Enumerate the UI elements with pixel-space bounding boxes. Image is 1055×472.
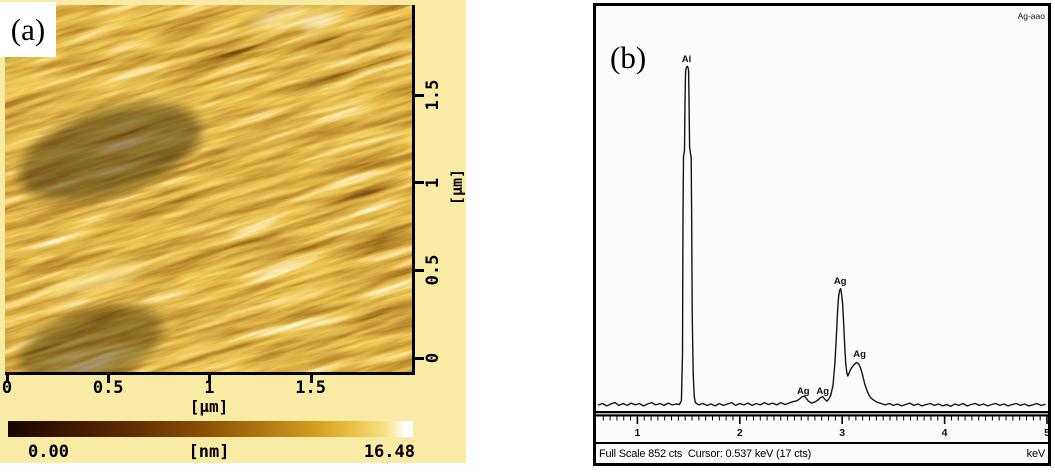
y-axis-unit: [μm] [448, 168, 466, 206]
eds-x-tick-label: 2 [737, 427, 743, 439]
y-tick-label: 0 [423, 352, 443, 364]
y-tick [415, 93, 424, 97]
colorbar-unit-label: [nm] [188, 442, 230, 462]
y-tick-label: 1.5 [423, 79, 443, 111]
peak-label-al: Al [682, 54, 692, 65]
colorbar-max-label: 16.48 [363, 442, 415, 462]
eds-x-tick-label: 3 [839, 427, 845, 439]
x-tick-label: 1 [204, 378, 215, 398]
peak-label-ag: Ag [816, 386, 829, 397]
spectrum-title: Ag-aao [1018, 11, 1046, 21]
peak-label-ag: Ag [853, 349, 866, 360]
spectrum-trace [597, 65, 1046, 407]
x-tick-label: 0.5 [92, 378, 124, 398]
x-axis-unit: [μm] [189, 397, 229, 416]
peak-label-ag: Ag [834, 276, 847, 287]
colorbar-min-label: 0.00 [28, 442, 69, 462]
eds-x-tick-label: 1 [634, 427, 640, 439]
peak-label-ag: Ag [797, 386, 810, 397]
afm-topography-image [5, 5, 412, 372]
height-colorbar [8, 421, 413, 437]
eds-panel: 1 2 3 4 5 Al Ag Ag Ag Ag Ag-aao (b) Full Scale 852… [593, 3, 1051, 466]
y-tick-label: 1 [423, 177, 443, 188]
x-tick [107, 375, 111, 383]
x-tick [309, 375, 313, 383]
y-axis-line [412, 5, 415, 375]
eds-x-tick-label: 5 [1044, 427, 1048, 439]
y-tick [415, 268, 424, 272]
panel-a-label: (a) [10, 11, 46, 47]
x-axis-line [5, 372, 415, 375]
x-tick-label: 1.5 [295, 378, 326, 398]
x-tick [208, 375, 212, 383]
afm-panel: (a) 0 0.5 1 1.5 0 0.5 1 1.5 [μm] [μm] 0.00 [nm]… [0, 0, 466, 463]
x-tick-label: 0 [1, 378, 13, 398]
panel-a-label-box: (a) [0, 2, 56, 57]
status-axis-unit: keV [1026, 447, 1046, 460]
status-full-scale-cursor: Full Scale 852 cts Cursor: 0.537 keV (17… [599, 447, 812, 460]
eds-x-tick-label: 4 [942, 427, 948, 439]
status-bar: Full Scale 852 cts Cursor: 0.537 keV (17… [596, 442, 1048, 463]
eds-spectrum-chart: 1 2 3 4 5 Al Ag Ag Ag Ag Ag-aao [596, 11, 1048, 439]
y-tick [415, 181, 424, 185]
y-tick-label: 0.5 [423, 254, 443, 286]
y-tick [415, 356, 424, 360]
x-tick [6, 375, 9, 383]
panel-b-label: (b) [610, 40, 647, 75]
